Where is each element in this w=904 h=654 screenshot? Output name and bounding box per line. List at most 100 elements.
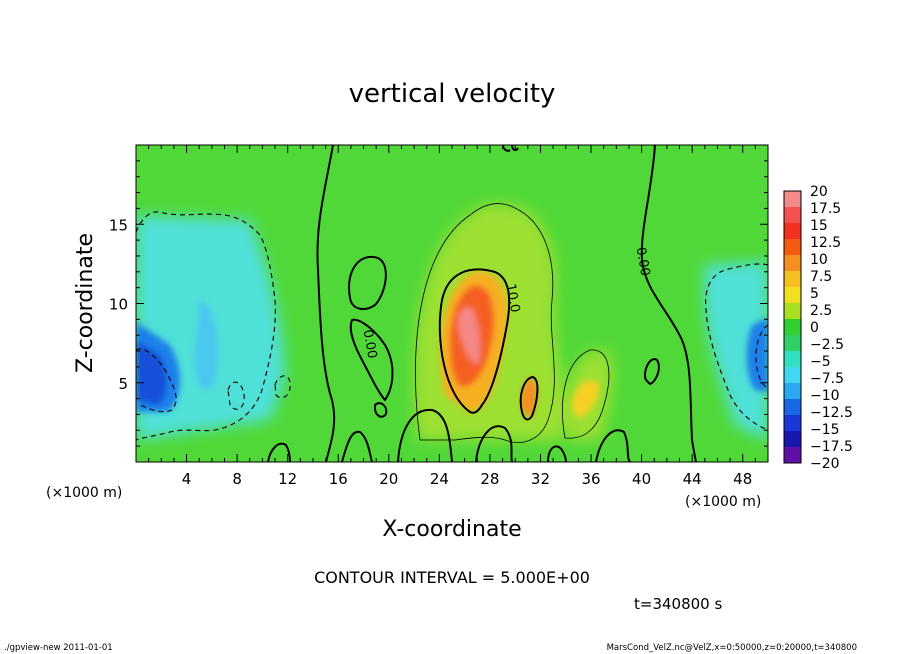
contour-label: 0.00 [633,246,653,277]
colorbar-label: 12.5 [810,235,841,251]
colorbar-label: −15 [810,422,840,438]
contour-0-base-3 [475,425,513,462]
contour-0-left [316,145,336,462]
y-axis-label: Z-coordinate [73,233,98,373]
thin-contours [415,203,610,443]
footer-right: MarsCond_VelZ.nc@VelZ,x=0:50000,z=0:2000… [607,643,857,653]
x-tick-label: 36 [581,470,600,488]
contour-5-main [415,203,555,443]
colorbar-swatch [784,303,801,320]
colorbar-label: −2.5 [810,337,844,353]
colorbar-label: 15 [810,218,828,234]
plot-area: 10.0 0.00 0.00 [136,145,768,462]
colorbar-swatch [784,319,801,336]
colorbar-swatch [784,383,801,400]
contour-label: 10.0 [502,283,522,314]
colorbar-label: 2.5 [810,303,832,319]
colorbar-label: −5 [810,354,831,370]
downdraft-mid-left [194,300,218,389]
colorbar-label: 5 [810,286,819,302]
colorbar-label: 10 [810,252,828,268]
x-tick-label: 32 [531,470,550,488]
colorbar-label: −10 [810,388,840,404]
downdraft-core-left-2 [136,340,167,405]
colorbar-swatch [784,271,801,288]
colorbar-label: 0 [810,320,819,336]
time-label: t=340800 s [634,595,722,613]
y-tick-label: 15 [109,216,128,234]
colorbar-label: −20 [810,456,840,472]
contour-10-small [519,375,539,421]
colorbar-frame [783,190,802,464]
colorbar-swatch [784,335,801,352]
updraft-core-inner [458,307,481,365]
colorbar-swatch [784,367,801,384]
colorbar-label: 7.5 [810,269,832,285]
contour-0-right [640,145,697,462]
contour-0-loop-c [373,402,388,418]
x-unit-right: (×1000 m) [685,494,761,510]
contour-label: 0.00 [360,329,380,360]
colorbar-swatch [784,223,801,240]
chart-title: vertical velocity [349,79,556,109]
colorbar-label: −17.5 [810,439,853,455]
x-axis-label: X-coordinate [382,517,521,542]
downdraft-region-right [704,262,768,440]
thick-contours [267,145,697,462]
contour-10 [438,268,511,414]
x-tick-label: 4 [182,470,192,488]
y-tick-label: 10 [109,296,128,314]
contour-neg5-left [136,211,276,441]
y-axis: 5 10 15 [109,160,768,447]
colorbar-label: 17.5 [810,201,841,217]
footer-left: ./gpview-new 2011-01-01 [4,643,113,653]
dashed-contours [136,211,768,441]
colorbar-label: −12.5 [810,405,853,421]
contour-0-base [341,430,373,462]
x-tick-label: 44 [683,470,702,488]
contour-interval-text: CONTOUR INTERVAL = 5.000E+00 [314,568,590,587]
field-shading-core [136,271,768,418]
colorbar-swatch [784,399,801,416]
colorbar-swatch [784,287,801,304]
contour-neg10-right [755,324,768,389]
x-tick-label: 48 [733,470,752,488]
contour-neg10-left [136,348,177,413]
colorbar-swatch [784,415,801,432]
x-tick-label: 24 [430,470,449,488]
contour-0-right-loop [644,358,660,386]
contour-0-loop-a [348,255,387,311]
colorbar-swatch [784,207,801,224]
contour-labels: 10.0 0.00 0.00 [360,246,653,360]
downdraft-core-right [746,318,768,392]
colorbar-label: −7.5 [810,371,844,387]
colorbar-swatch [784,255,801,272]
contour-neg-left-2 [227,381,245,410]
contour-neg-left-3 [274,375,291,399]
contour-0-left-edge [267,442,291,462]
x-unit-left: (×1000 m) [46,485,122,501]
colorbar-swatch [784,431,801,448]
x-tick-label: 8 [232,470,242,488]
colorbar-swatch [784,191,801,208]
contour-neg5-right [705,263,768,431]
colorbar-swatch [784,351,801,368]
contour-0-loop-b [349,318,394,402]
y-tick-label: 5 [118,375,128,393]
x-tick-label: 16 [329,470,348,488]
contour-0-base-2 [397,408,453,462]
contour-5-small [562,349,610,439]
colorbar: 2017.51512.5107.552.50−2.5−5−7.5−10−12.5… [783,184,853,472]
x-tick-label: 28 [480,470,499,488]
colorbar-label: 20 [810,184,828,200]
x-tick-label: 12 [278,470,297,488]
x-tick-label: 40 [632,470,651,488]
contour-0-base-5 [595,429,631,462]
updraft-cell-2 [520,377,538,418]
contour-0-top [502,145,519,152]
updraft-cell-3 [571,380,599,418]
colorbar-swatch [784,239,801,256]
x-tick-label: 20 [379,470,398,488]
x-axis: 4 8 12 16 20 24 28 32 36 40 44 48 [148,145,756,488]
